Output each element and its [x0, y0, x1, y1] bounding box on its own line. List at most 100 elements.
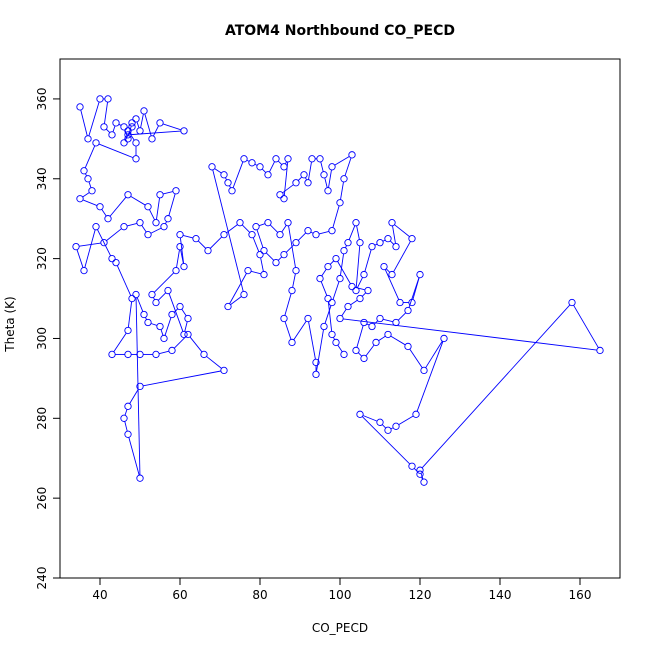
series-segment	[285, 244, 295, 253]
data-point	[132, 139, 140, 147]
series-segment	[116, 265, 132, 296]
data-point	[312, 358, 320, 367]
data-point	[144, 231, 152, 239]
x-tick-label: 40	[92, 588, 107, 602]
series-segment	[364, 249, 372, 272]
data-point	[236, 219, 244, 227]
data-point	[412, 410, 420, 418]
series-segment	[269, 224, 279, 233]
series-segment	[76, 249, 84, 268]
data-point	[124, 135, 132, 143]
data-point	[80, 266, 88, 275]
data-point	[408, 462, 416, 470]
series-segment	[281, 225, 287, 233]
data-point	[392, 242, 400, 251]
data-point	[164, 215, 172, 223]
data-point	[360, 318, 368, 327]
series-segment	[340, 181, 344, 200]
data-point	[352, 346, 360, 355]
data-point	[300, 171, 308, 179]
series-segment	[149, 209, 155, 221]
data-point	[256, 163, 264, 171]
data-point	[124, 326, 132, 335]
data-point	[220, 171, 228, 179]
data-point	[308, 155, 316, 163]
data-point	[108, 131, 116, 139]
series-segment	[362, 415, 378, 422]
series-segment	[160, 329, 164, 336]
series-segment	[168, 193, 176, 216]
series-segment	[129, 388, 139, 404]
data-point	[132, 155, 140, 163]
data-point	[152, 298, 160, 307]
series-segment	[252, 237, 260, 252]
data-point	[120, 414, 128, 422]
series-segment	[179, 237, 185, 264]
data-point	[176, 242, 184, 251]
series-segment	[79, 242, 101, 247]
data-point	[292, 238, 300, 247]
data-point	[408, 235, 416, 243]
series-segment	[425, 340, 443, 368]
series-segment	[162, 123, 182, 131]
series-segment	[365, 344, 375, 357]
data-point	[408, 298, 416, 307]
data-point	[344, 302, 352, 311]
y-tick-label: 320	[35, 247, 49, 270]
data-point	[316, 155, 324, 163]
data-point	[136, 350, 144, 359]
data-point	[320, 171, 328, 179]
data-point	[304, 179, 312, 187]
series-segment	[260, 257, 264, 272]
series-segment	[350, 299, 358, 306]
data-point	[172, 266, 180, 275]
data-point	[340, 175, 348, 183]
data-point	[260, 270, 268, 279]
series-segment	[328, 169, 332, 188]
data-point	[72, 242, 80, 251]
data-point	[328, 227, 336, 235]
series-segment	[398, 415, 414, 426]
data-point	[272, 258, 280, 267]
series-segment	[153, 125, 159, 137]
series-segment	[250, 270, 262, 275]
data-point	[176, 231, 184, 239]
series-segment	[256, 229, 264, 248]
data-point	[344, 238, 352, 247]
data-point	[176, 302, 184, 311]
data-point	[140, 107, 148, 115]
data-point	[120, 123, 128, 131]
series-segment	[88, 181, 92, 188]
data-point	[264, 171, 272, 179]
data-point	[324, 294, 332, 303]
data-point	[96, 203, 104, 211]
data-point	[120, 139, 128, 147]
series-segment	[327, 301, 333, 332]
data-point	[292, 179, 300, 187]
y-tick-label: 280	[35, 407, 49, 430]
y-axis: 240 260 280 300 320 340 360	[35, 87, 61, 589]
data-point	[160, 223, 168, 231]
series-segment	[282, 184, 294, 194]
series-segment	[288, 225, 296, 268]
series-segment	[361, 416, 411, 465]
data-point	[336, 314, 344, 323]
data-point	[136, 474, 144, 482]
series-segment	[297, 232, 307, 241]
series-segment	[356, 225, 360, 240]
series-segment	[164, 317, 172, 336]
series-segment	[324, 177, 328, 188]
data-point	[404, 342, 412, 351]
x-tick-label: 120	[409, 588, 432, 602]
data-point	[152, 219, 160, 227]
series-segment	[88, 101, 100, 136]
data-point	[392, 422, 400, 430]
series-segment	[98, 143, 134, 159]
data-point	[568, 298, 576, 307]
data-point	[108, 254, 116, 263]
series-segment	[308, 161, 312, 180]
series-segment	[356, 325, 364, 348]
data-point	[76, 103, 84, 111]
series-segment	[316, 329, 324, 372]
